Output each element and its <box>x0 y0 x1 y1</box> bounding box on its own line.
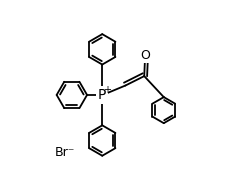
Text: Br⁻: Br⁻ <box>55 146 75 159</box>
Text: O: O <box>140 49 149 62</box>
Text: P: P <box>98 88 106 102</box>
Text: +: + <box>103 85 111 95</box>
